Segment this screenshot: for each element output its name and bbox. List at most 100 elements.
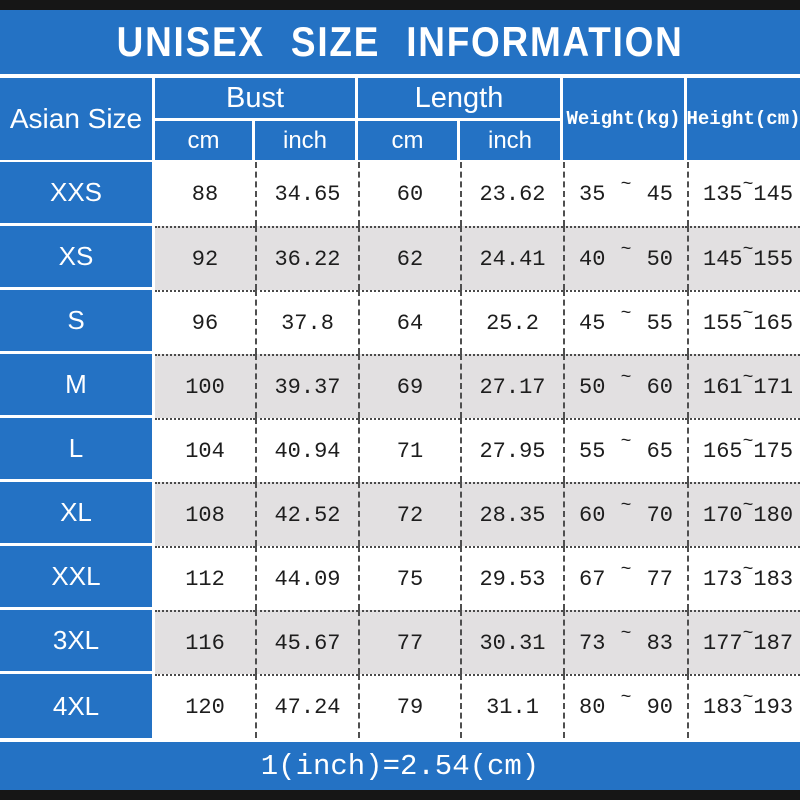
weight-max: 77 [646, 566, 673, 592]
bust-cm-value: 108 [155, 482, 255, 546]
weight-range: 60 ~70 [563, 482, 687, 546]
height-min: 170 [703, 502, 743, 528]
height-range: 170 ~180 [687, 482, 800, 546]
weight-min: 55 [579, 438, 606, 464]
bust-cm-value: 120 [155, 674, 255, 738]
table-row-l: L 104 40.94 71 27.95 55 ~65 165 ~175 [0, 418, 800, 482]
weight-min: 50 [579, 374, 606, 400]
table-row-xl: XL 108 42.52 72 28.35 60 ~70 170 ~180 [0, 482, 800, 546]
weight-range: 50 ~60 [563, 354, 687, 418]
length-inch-value: 30.31 [460, 610, 563, 674]
height-min: 155 [703, 310, 743, 336]
bust-inch-value: 47.24 [255, 674, 358, 738]
bust-inch-value: 37.8 [255, 290, 358, 354]
size-label: 4XL [0, 674, 155, 738]
subheader-length-inch: inch [460, 121, 563, 160]
length-cm-value: 60 [358, 162, 460, 226]
length-inch-value: 27.17 [460, 354, 563, 418]
tilde-separator: ~ [620, 304, 632, 324]
tilde-separator: ~ [620, 624, 632, 644]
column-header-asian-size: Asian Size [0, 78, 155, 160]
tilde-separator: ~ [742, 688, 754, 708]
bust-inch-value: 44.09 [255, 546, 358, 610]
height-min: 145 [703, 246, 743, 272]
length-inch-value: 31.1 [460, 674, 563, 738]
bust-inch-value: 39.37 [255, 354, 358, 418]
weight-range: 45 ~55 [563, 290, 687, 354]
bottom-frame-bar [0, 790, 800, 800]
length-inch-value: 24.41 [460, 226, 563, 290]
table-row-xxl: XXL 112 44.09 75 29.53 67 ~77 173 ~183 [0, 546, 800, 610]
height-range: 165 ~175 [687, 418, 800, 482]
bust-cm-value: 92 [155, 226, 255, 290]
bust-inch-value: 42.52 [255, 482, 358, 546]
height-min: 177 [703, 630, 743, 656]
height-max: 175 [753, 438, 794, 464]
height-max: 187 [753, 630, 794, 656]
height-range: 145 ~155 [687, 226, 800, 290]
tilde-separator: ~ [742, 240, 754, 260]
tilde-separator: ~ [742, 432, 754, 452]
top-frame-bar [0, 0, 800, 10]
weight-min: 35 [579, 181, 606, 207]
divider [0, 160, 800, 162]
length-inch-value: 25.2 [460, 290, 563, 354]
weight-max: 45 [646, 181, 673, 207]
tilde-separator: ~ [620, 432, 632, 452]
conversion-note: 1(inch)=2.54(cm) [260, 749, 540, 783]
bust-cm-value: 100 [155, 354, 255, 418]
length-inch-value: 23.62 [460, 162, 563, 226]
column-group-length: Length [358, 78, 563, 121]
height-range: 173 ~183 [687, 546, 800, 610]
table-header: Asian Size Bust Length Weight(kg) Height… [0, 78, 800, 160]
size-label: XXL [0, 546, 155, 610]
weight-max: 50 [646, 246, 673, 272]
tilde-separator: ~ [742, 560, 754, 580]
tilde-separator: ~ [742, 496, 754, 516]
tilde-separator: ~ [620, 175, 632, 195]
height-range: 177 ~187 [687, 610, 800, 674]
length-inch-value: 28.35 [460, 482, 563, 546]
size-label: 3XL [0, 610, 155, 674]
weight-min: 80 [579, 694, 606, 720]
weight-range: 67 ~77 [563, 546, 687, 610]
column-group-bust: Bust [155, 78, 358, 121]
title-band: UNISEX SIZE INFORMATION [0, 10, 800, 74]
tilde-separator: ~ [620, 688, 632, 708]
table-row-3xl: 3XL 116 45.67 77 30.31 73 ~83 177 ~187 [0, 610, 800, 674]
height-max: 180 [753, 502, 794, 528]
length-cm-value: 62 [358, 226, 460, 290]
size-label: XS [0, 226, 155, 290]
table-row-xs: XS 92 36.22 62 24.41 40 ~50 145 ~155 [0, 226, 800, 290]
height-range: 161 ~171 [687, 354, 800, 418]
tilde-separator: ~ [742, 175, 754, 195]
height-max: 171 [753, 374, 794, 400]
table-row-s: S 96 37.8 64 25.2 45 ~55 155 ~165 [0, 290, 800, 354]
length-inch-value: 27.95 [460, 418, 563, 482]
height-max: 193 [753, 694, 794, 720]
table-body: XXS 88 34.65 60 23.62 35 ~45 135 ~145 XS 9… [0, 162, 800, 738]
weight-range: 80 ~90 [563, 674, 687, 738]
size-label: XL [0, 482, 155, 546]
length-inch-value: 29.53 [460, 546, 563, 610]
weight-max: 90 [646, 694, 673, 720]
weight-min: 40 [579, 246, 606, 272]
tilde-separator: ~ [620, 560, 632, 580]
weight-range: 35 ~45 [563, 162, 687, 226]
weight-max: 70 [646, 502, 673, 528]
bust-cm-value: 88 [155, 162, 255, 226]
footer-band: 1(inch)=2.54(cm) [0, 742, 800, 790]
subheader-bust-inch: inch [255, 121, 358, 160]
weight-range: 40 ~50 [563, 226, 687, 290]
height-max: 155 [753, 246, 794, 272]
length-cm-value: 69 [358, 354, 460, 418]
height-max: 183 [753, 566, 794, 592]
tilde-separator: ~ [742, 624, 754, 644]
bust-cm-value: 112 [155, 546, 255, 610]
column-header-weight: Weight(kg) [563, 78, 687, 160]
weight-max: 60 [646, 374, 673, 400]
tilde-separator: ~ [742, 304, 754, 324]
height-max: 145 [753, 181, 794, 207]
bust-inch-value: 40.94 [255, 418, 358, 482]
tilde-separator: ~ [620, 496, 632, 516]
